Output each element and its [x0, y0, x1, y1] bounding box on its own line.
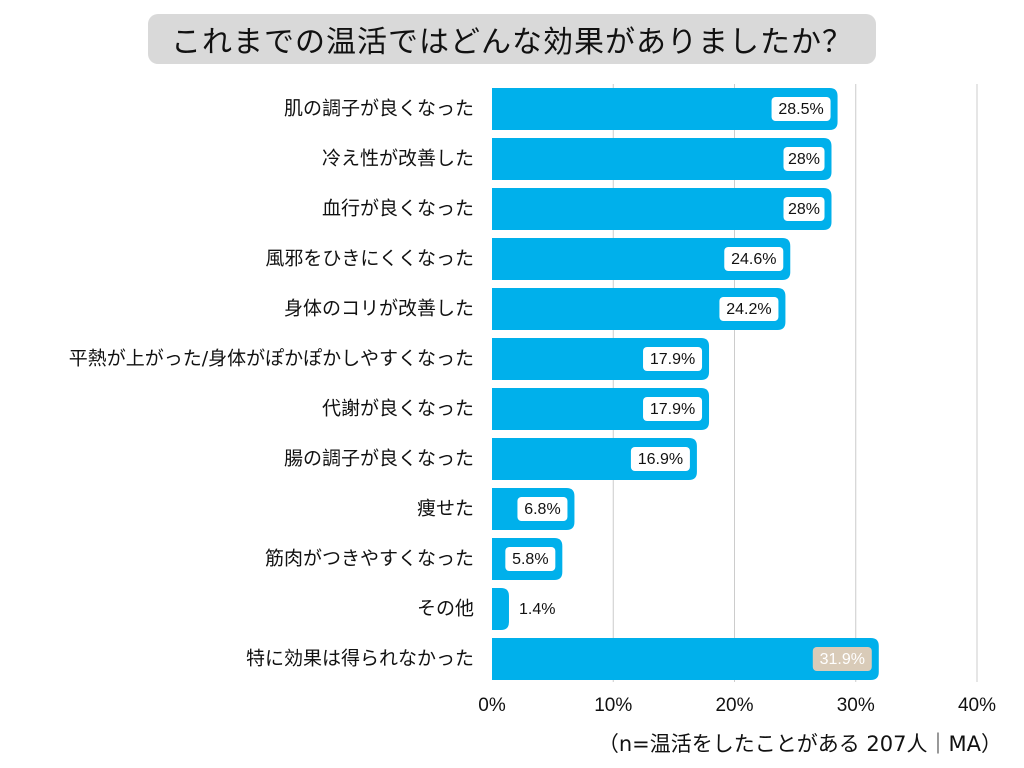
category-label: 腸の調子が良くなった	[284, 448, 474, 470]
bar	[492, 588, 509, 630]
category-label: 肌の調子が良くなった	[284, 98, 474, 120]
value-label: 1.4%	[519, 601, 555, 618]
category-label: その他	[417, 598, 474, 620]
value-label-box	[719, 297, 779, 321]
grid-layer	[612, 84, 978, 682]
value-label-box	[517, 497, 568, 521]
x-axis: 0% 10% 20% 30% 40%	[478, 695, 996, 716]
category-label: 身体のコリが改善した	[284, 298, 474, 320]
category-label: 血行が良くなった	[322, 198, 474, 220]
x-tick-label: 20%	[715, 695, 753, 716]
x-tick-label: 30%	[837, 695, 875, 716]
sample-note: （n=温活をしたことがある 207人｜MA）	[597, 732, 1002, 756]
title-box: これまでの温活ではどんな効果がありましたか？	[148, 14, 876, 64]
value-label-box	[783, 147, 825, 171]
value-label: 17.9%	[650, 401, 695, 418]
chart-title: これまでの温活ではどんな効果がありましたか？	[171, 25, 853, 60]
bar	[492, 138, 832, 180]
value-label-box	[630, 447, 690, 471]
category-label: 風邪をひきにくくなった	[265, 248, 474, 270]
category-label: 筋肉がつきやすくなった	[265, 548, 474, 570]
label-layer: 肌の調子が良くなった 28.5% 冷え性が改善した 28% 血行が良くなった 28% 風邪を…	[69, 97, 872, 671]
value-label-box	[505, 547, 556, 571]
value-label: 6.8%	[524, 501, 560, 518]
bar	[492, 88, 838, 130]
bar	[492, 188, 832, 230]
x-tick-label: 10%	[594, 695, 632, 716]
category-label: 代謝が良くなった	[322, 398, 474, 420]
bar	[492, 638, 879, 680]
value-label-box	[783, 197, 825, 221]
x-tick-label: 40%	[958, 695, 996, 716]
bar	[492, 238, 791, 280]
x-tick-label: 0%	[478, 695, 506, 716]
value-label-box	[771, 97, 831, 121]
value-label: 24.2%	[726, 301, 771, 318]
value-label-box	[724, 247, 784, 271]
value-label: 17.9%	[650, 351, 695, 368]
value-label: 28%	[788, 201, 820, 218]
value-label: 5.8%	[512, 551, 548, 568]
bar-layer	[492, 88, 879, 680]
category-label: 痩せた	[417, 498, 474, 520]
value-label-box	[643, 347, 703, 371]
value-label: 28%	[788, 151, 820, 168]
category-label: 冷え性が改善した	[322, 148, 474, 170]
value-label: 16.9%	[638, 451, 683, 468]
value-label: 24.6%	[731, 251, 776, 268]
category-label: 平熱が上がった/身体がぽかぽかしやすくなった	[69, 348, 474, 370]
value-label-box	[643, 397, 703, 421]
bar	[492, 288, 786, 330]
category-label: 特に効果は得られなかった	[246, 648, 474, 670]
value-label: 28.5%	[778, 101, 823, 118]
value-label: 31.9%	[820, 651, 865, 668]
value-label-box	[812, 647, 872, 671]
